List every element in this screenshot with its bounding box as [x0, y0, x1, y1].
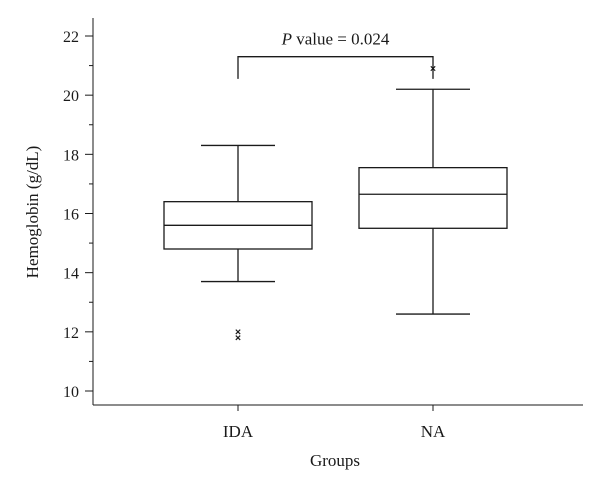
significance-annotation: P value = 0.024: [237, 30, 434, 79]
y-axis-ticks: 10 12 14 16 18 20 22: [63, 29, 93, 401]
significance-bracket: [237, 56, 434, 79]
y-tick-label: 12: [63, 325, 79, 342]
y-tick-label: 16: [63, 207, 79, 224]
x-axis-ticks: IDA NA: [223, 405, 446, 441]
p-value-italic: P: [281, 30, 292, 49]
x-axis-label: Groups: [310, 451, 360, 470]
box-na: [358, 65, 508, 315]
x-tick-label: NA: [421, 422, 446, 441]
outlier-point: [235, 335, 241, 341]
boxes: [163, 65, 508, 341]
y-tick-label: 10: [63, 384, 79, 401]
y-tick-label: 14: [63, 266, 79, 283]
y-tick-label: 22: [63, 29, 79, 46]
outlier-stroke: [235, 335, 241, 341]
p-value-text: value = 0.024: [292, 30, 390, 49]
y-axis-label: Hemoglobin (g/dL): [23, 146, 42, 279]
p-value-label: P value = 0.024: [281, 30, 390, 49]
box-ida: [163, 144, 313, 341]
outlier-stroke: [235, 329, 241, 335]
y-tick-label: 20: [63, 88, 79, 105]
box-iqr: [358, 166, 508, 229]
outlier-point: [235, 329, 241, 335]
x-tick-label: IDA: [223, 422, 254, 441]
y-tick-label: 18: [63, 147, 79, 164]
